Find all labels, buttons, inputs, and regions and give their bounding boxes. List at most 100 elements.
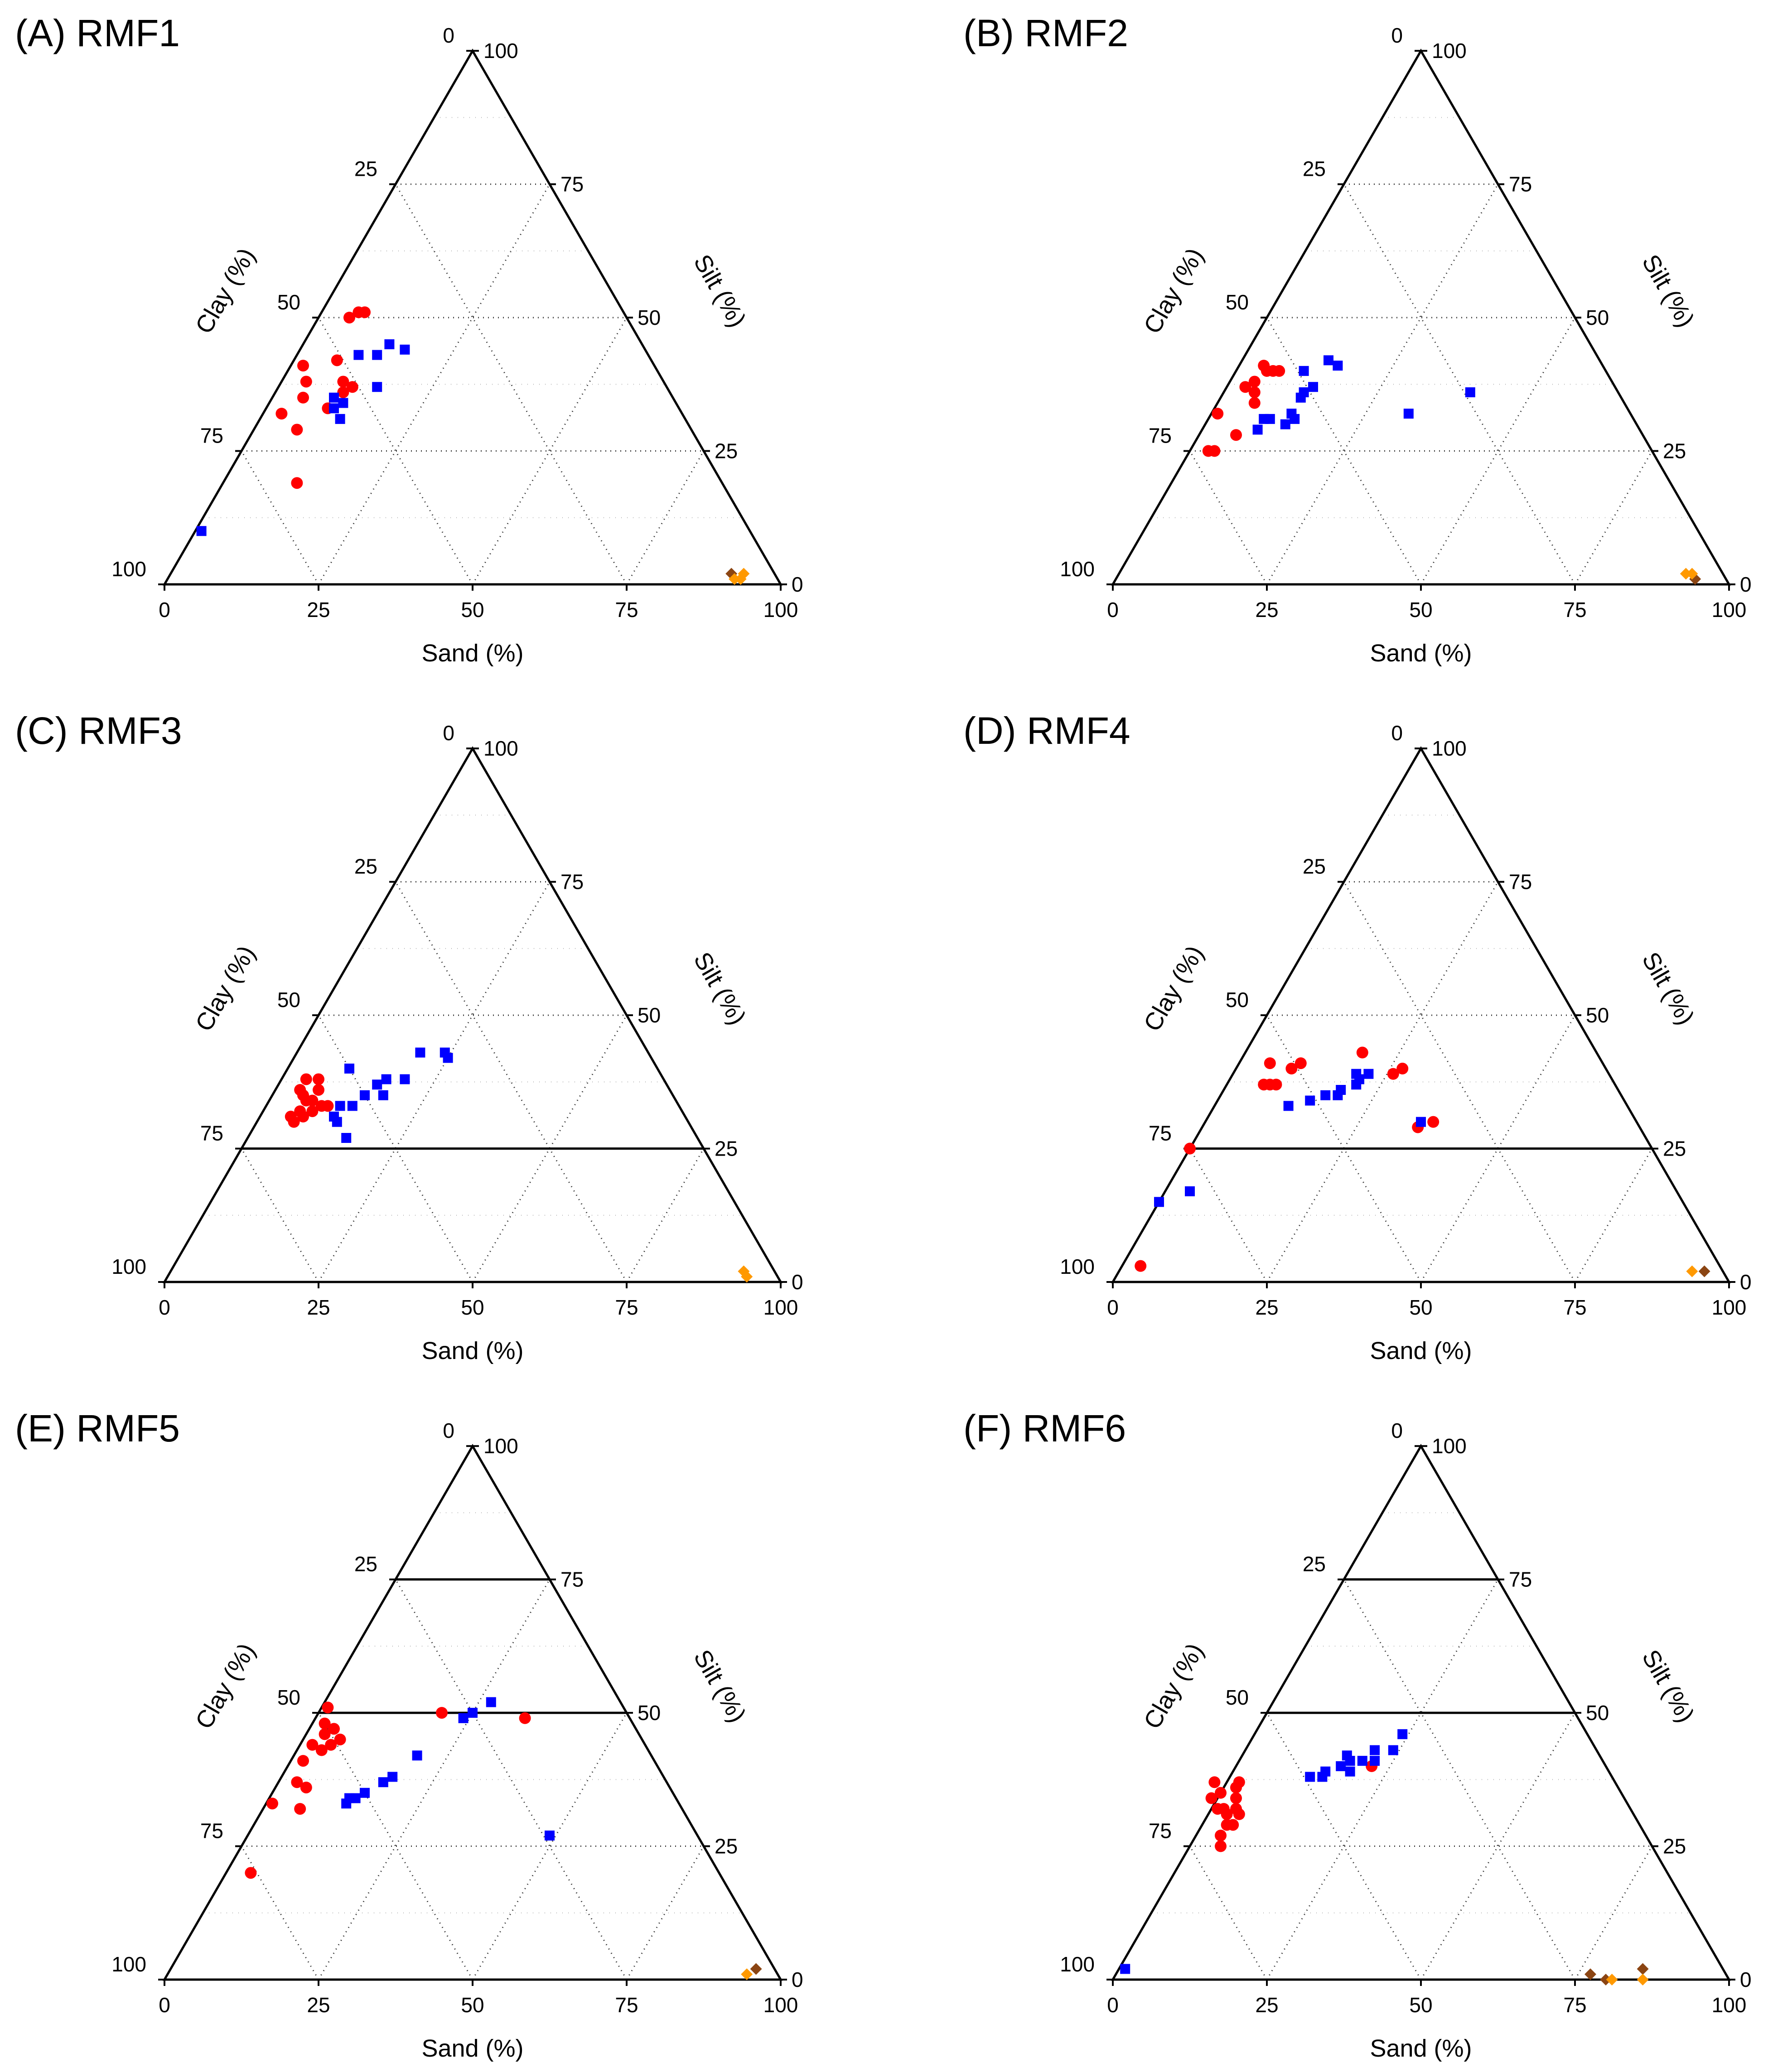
sand-axis-title: Sand (%) (421, 2035, 523, 2062)
data-point-red (1184, 1142, 1196, 1155)
sand-tick-label: 0 (1107, 1296, 1119, 1319)
data-point-blue (545, 1830, 555, 1841)
sand-tick-label: 25 (307, 598, 330, 622)
clay-tick-label: 25 (354, 157, 377, 181)
data-point-red (291, 424, 303, 436)
data-point-red (319, 1717, 331, 1730)
sand-tick-label: 0 (1107, 1993, 1119, 2017)
clay-tick-label: 100 (1060, 1952, 1095, 1976)
data-point-red (519, 1712, 531, 1724)
sand-tick-label: 50 (1409, 1296, 1432, 1319)
silt-tick-label: 0 (792, 1968, 803, 1991)
data-point-blue (1324, 355, 1333, 366)
data-point-red (1273, 365, 1285, 377)
data-point-red (1230, 1792, 1242, 1804)
data-point-blue (1320, 1766, 1331, 1777)
data-point-blue (486, 1697, 496, 1707)
gridline (395, 1579, 628, 1980)
silt-tick-label: 100 (483, 1434, 518, 1458)
data-point-blue (1299, 366, 1309, 376)
data-point-red (313, 1084, 324, 1096)
silt-tick-label: 0 (1740, 1968, 1752, 1991)
silt-axis-title: Silt (%) (1637, 250, 1700, 332)
data-point-blue (378, 1777, 388, 1788)
silt-tick-label: 75 (560, 1568, 584, 1591)
data-point-blue (360, 1090, 370, 1100)
data-point-red (291, 477, 303, 489)
data-point-red (1230, 429, 1242, 441)
ternary-panel-5: (E) RMF5 0 0 0 25 25 25 50 50 50 75 75 75 100 100 100 Sa… (15, 1407, 803, 2062)
data-point-blue (387, 1772, 398, 1782)
ternary-panel-6: (F) RMF6 0 0 0 25 25 25 50 50 50 75 75 75 100 100 100 Sa… (963, 1407, 1752, 2062)
sand-tick-label: 75 (615, 598, 638, 622)
data-point-orange (741, 1271, 753, 1283)
clay-tick-label: 0 (1391, 721, 1403, 745)
data-point-blue (1305, 1772, 1315, 1782)
clay-axis-title: Clay (%) (190, 1638, 261, 1733)
data-point-red (294, 1803, 306, 1815)
gridline (1189, 450, 1268, 585)
data-point-blue (1283, 1101, 1294, 1111)
data-point-orange (738, 568, 750, 580)
data-point-blue (384, 339, 395, 349)
data-point-red (313, 1073, 324, 1085)
gridline (395, 881, 628, 1282)
gridline (1266, 183, 1499, 585)
sand-axis-title: Sand (%) (1370, 2035, 1472, 2062)
gridline (626, 1148, 705, 1282)
data-point-red (322, 1701, 334, 1714)
data-point-red (359, 306, 371, 318)
data-point-blue (1265, 414, 1275, 424)
data-point-blue (1416, 1117, 1426, 1127)
data-point-red (1248, 376, 1261, 388)
clay-tick-label: 75 (1149, 1819, 1172, 1843)
clay-tick-label: 25 (1303, 157, 1326, 181)
sand-axis-title: Sand (%) (1370, 1337, 1472, 1364)
data-point-red (315, 1744, 328, 1756)
clay-tick-label: 25 (354, 855, 377, 878)
silt-axis-title: Silt (%) (1637, 1645, 1700, 1727)
clay-tick-label: 0 (1391, 24, 1403, 47)
data-point-red (334, 1733, 346, 1745)
clay-tick-label: 100 (1060, 557, 1095, 581)
data-point-red (300, 376, 312, 388)
silt-tick-label: 50 (638, 1003, 661, 1027)
sand-tick-label: 50 (1409, 1993, 1432, 2017)
ternary-panel-4: (D) RMF4 0 0 0 25 25 25 50 50 50 75 75 75 100 100 100 Sa… (963, 709, 1752, 1364)
data-point-red (1248, 397, 1261, 409)
data-point-blue (329, 392, 339, 403)
data-point-blue (468, 1708, 478, 1718)
data-point-blue (335, 1101, 345, 1111)
data-point-red (1264, 1057, 1276, 1070)
data-point-red (331, 354, 343, 366)
clay-tick-label: 25 (1303, 1552, 1326, 1576)
ternary-panel-3: (C) RMF3 0 0 0 25 25 25 50 50 50 75 75 75 100 100 100 Sa… (15, 709, 803, 1364)
data-point-blue (353, 350, 364, 360)
data-point-orange (1680, 568, 1692, 580)
data-point-red (1295, 1057, 1307, 1070)
data-point-brown (1600, 1974, 1612, 1985)
data-point-blue (344, 1063, 354, 1074)
silt-tick-label: 0 (1740, 1270, 1752, 1294)
gridline (1574, 450, 1653, 585)
clay-tick-label: 50 (1226, 988, 1249, 1012)
data-point-red (306, 1094, 319, 1107)
data-point-blue (341, 1132, 352, 1143)
silt-tick-label: 25 (1663, 1835, 1686, 1858)
sand-axis-title: Sand (%) (1370, 640, 1472, 667)
data-point-red (297, 391, 309, 404)
data-point-blue (378, 1090, 388, 1100)
silt-tick-label: 100 (1432, 39, 1467, 63)
sand-tick-label: 100 (763, 598, 798, 622)
data-point-blue (1336, 1084, 1346, 1095)
sand-tick-label: 100 (763, 1993, 798, 2017)
ternary-panel-2: (B) RMF2 0 0 0 25 25 25 50 50 50 75 75 75 100 100 100 Sa… (963, 12, 1752, 667)
data-point-red (285, 1110, 297, 1123)
data-point-red (1227, 1819, 1239, 1831)
silt-tick-label: 25 (1663, 1137, 1686, 1161)
data-point-blue (372, 350, 382, 360)
data-point-red (1396, 1062, 1409, 1075)
data-point-red (275, 408, 288, 420)
gridline (1266, 1579, 1499, 1980)
